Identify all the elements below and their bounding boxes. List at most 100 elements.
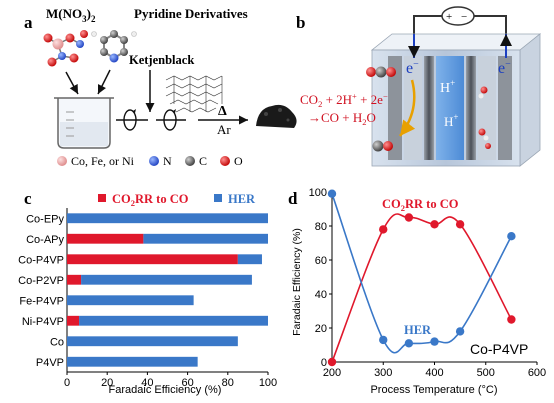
pyridine-molecule-icon — [91, 30, 137, 63]
c-category-label: Co-APy — [26, 234, 64, 246]
c-category-label: Fe-P4VP — [19, 295, 64, 307]
panel-d-xlabel: Process Temperature (°C) — [370, 384, 497, 396]
d-x-tick-label: 600 — [528, 367, 546, 379]
panel-b-label: b — [296, 13, 305, 32]
proton-mid-label: H+ — [444, 112, 458, 129]
atmosphere-label: Ar — [217, 122, 231, 137]
metal-nitrate-molecule-icon — [43, 30, 88, 67]
c-x-tick-label: 80 — [222, 377, 234, 389]
panel-d: d 200 300 400 500 600 0 20 40 60 80 100 Process Te… — [288, 187, 546, 396]
d-line-her — [331, 193, 513, 354]
pyridine-derivatives-label: Pyridine Derivatives — [134, 6, 248, 21]
c-bar-her — [237, 254, 262, 265]
panel-c: c CO2RR to CO HER 0 20 40 60 80 100 Co-EPy Co-A… — [18, 189, 277, 396]
legend-co2rr-label: CO2RR to CO — [112, 192, 189, 208]
c-bar-co2rr — [67, 274, 82, 285]
beaker-icon — [54, 97, 114, 149]
d-x-tick-label: 200 — [323, 367, 341, 379]
proton-top-label: H+ — [440, 78, 455, 96]
d-y-tick-label: 40 — [315, 289, 327, 301]
c-bar-her — [81, 274, 252, 285]
legend-n: N — [163, 154, 172, 168]
catalyst-powder-icon — [256, 104, 297, 128]
c-bar-her — [67, 295, 194, 306]
stir-arrow-2-icon — [156, 109, 186, 131]
reaction-line-1: CO2 + 2H+ + 2e− — [300, 91, 388, 109]
d-point-her — [430, 337, 439, 346]
d-x-tick-label: 300 — [374, 367, 392, 379]
panel-a: a M(NO3)2 Pyridine Derivatives — [24, 6, 297, 168]
d-y-tick-label: 60 — [315, 255, 327, 267]
c-bar-co2rr — [67, 233, 144, 244]
panel-d-co2rr-label: CO2RR to CO — [382, 197, 459, 213]
legend-co2rr-swatch — [98, 194, 106, 202]
c-x-tick-label: 40 — [141, 377, 153, 389]
c-category-label: P4VP — [36, 357, 64, 369]
water-molecules-icon — [478, 86, 491, 149]
panel-d-her-label: HER — [404, 323, 432, 337]
d-point-her — [327, 189, 337, 198]
metal-nitrate-label: M(NO3)2 — [46, 6, 96, 24]
c-bar-her — [67, 356, 198, 367]
c-bar-co2rr — [67, 254, 238, 265]
panel-d-sample-label: Co-P4VP — [470, 341, 528, 357]
electron-left-label: e− — [406, 59, 419, 77]
co2-molecule-icon — [366, 66, 396, 78]
c-x-tick-label: 100 — [259, 377, 277, 389]
panel-d-ylabel: Faradaic Efficiency (%) — [291, 228, 303, 336]
legend-o: O — [234, 154, 243, 168]
d-point-her — [379, 335, 388, 345]
d-point-co2rr — [379, 225, 388, 234]
d-y-tick-label: 20 — [315, 323, 327, 335]
c-bar-her — [67, 213, 268, 224]
c-category-label: Co-EPy — [26, 213, 64, 225]
conversion-arrow — [399, 79, 416, 137]
power-source-icon: + − — [441, 6, 475, 26]
panel-b: b + − e− e− H+ H+ — [296, 6, 542, 167]
d-point-co2rr — [327, 357, 337, 367]
d-point-her — [455, 327, 465, 336]
atom-legend: Co, Fe, or Ni N C O — [57, 154, 243, 168]
c-category-label: Co-P2VP — [18, 275, 64, 287]
cell-minus: − — [461, 11, 467, 23]
reaction-equation: CO2 + 2H+ + 2e− →CO + H2O — [300, 91, 388, 127]
d-point-co2rr — [430, 220, 439, 229]
panel-d-plot: 200 300 400 500 600 0 20 40 60 80 100 — [309, 187, 547, 379]
c-category-label: Co — [50, 336, 64, 348]
heat-label: Δ — [218, 104, 227, 119]
panel-d-label: d — [288, 189, 298, 208]
c-x-tick-label: 20 — [101, 377, 113, 389]
c-category-label: Co-P4VP — [18, 254, 64, 266]
d-point-co2rr — [455, 220, 465, 229]
c-bar-her — [67, 336, 238, 347]
d-line-co2rr — [331, 213, 513, 363]
panel-c-plot: 0 20 40 60 80 100 Co-EPy Co-APy Co-P4VP Co-P2VP Fe… — [18, 208, 277, 389]
panel-c-label: c — [24, 189, 32, 208]
legend-her-swatch — [214, 194, 222, 202]
c-bar-her — [143, 233, 268, 244]
d-y-tick-label: 80 — [315, 221, 327, 233]
d-y-tick-label: 100 — [309, 187, 327, 199]
electrochemical-cell-icon — [370, 33, 542, 167]
d-point-co2rr — [507, 315, 516, 324]
ketjenblack-label: Ketjenblack — [129, 53, 194, 67]
reaction-line-2: →CO + H2O — [308, 110, 376, 127]
co-molecule-icon — [372, 140, 393, 152]
c-bar-her — [79, 315, 268, 326]
c-x-tick-label: 0 — [64, 377, 70, 389]
legend-metal: Co, Fe, or Ni — [71, 154, 135, 168]
d-point-her — [404, 339, 414, 348]
panel-c-xlabel: Faradaic Efficiency (%) — [109, 384, 222, 396]
d-x-tick-label: 500 — [477, 367, 495, 379]
c-x-tick-label: 60 — [181, 377, 193, 389]
c-category-label: Ni-P4VP — [22, 316, 64, 328]
c-bar-co2rr — [67, 315, 80, 326]
electron-right-label: e− — [498, 59, 511, 77]
d-y-tick-label: 0 — [321, 357, 327, 369]
legend-c: C — [199, 154, 207, 168]
d-point-co2rr — [404, 213, 414, 222]
stir-arrow-1-icon — [116, 109, 148, 131]
panel-a-label: a — [24, 13, 33, 32]
legend-her-label: HER — [228, 192, 256, 206]
